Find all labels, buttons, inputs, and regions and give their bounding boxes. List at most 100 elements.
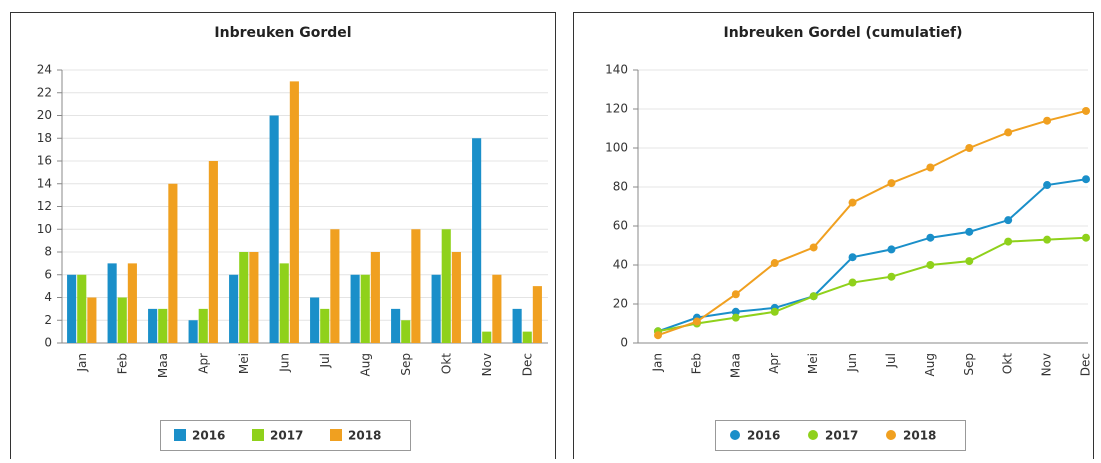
- x-tick-label: Dec: [520, 353, 534, 376]
- point: [809, 292, 818, 301]
- point: [770, 307, 779, 316]
- point: [965, 144, 974, 152]
- bar: [512, 308, 522, 343]
- bar: [431, 274, 441, 343]
- bar: [451, 252, 461, 343]
- bar: [117, 297, 127, 343]
- point: [1043, 181, 1052, 190]
- x-tick-label: Aug: [358, 353, 372, 376]
- point: [1004, 128, 1013, 137]
- y-tick-label: 20: [37, 108, 52, 122]
- x-tick-label: Jun: [277, 353, 291, 373]
- y-tick-label: 60: [613, 219, 628, 233]
- legend: [715, 420, 966, 451]
- point: [926, 261, 935, 269]
- y-tick-label: 22: [37, 85, 52, 99]
- legend-label: 2016: [747, 429, 780, 443]
- point: [1004, 237, 1013, 246]
- point: [926, 163, 935, 172]
- bar: [208, 161, 218, 343]
- legend-label: 2016: [192, 429, 225, 443]
- y-tick-label: 120: [605, 102, 628, 116]
- legend-label: 2018: [903, 429, 936, 443]
- bar: [127, 263, 137, 343]
- bar: [289, 81, 299, 343]
- x-tick-label: Okt: [439, 353, 453, 374]
- bar: [532, 286, 542, 343]
- y-tick-label: 12: [37, 199, 52, 213]
- bar: [158, 308, 168, 343]
- legend-swatch: [808, 430, 818, 440]
- y-tick-label: 14: [37, 176, 52, 190]
- bar: [198, 308, 208, 343]
- point: [654, 331, 662, 340]
- legend-swatch: [252, 429, 264, 441]
- x-tick-label: Sep: [399, 353, 413, 376]
- bar: [472, 138, 482, 343]
- y-tick-label: 140: [605, 63, 628, 77]
- point: [1004, 216, 1013, 225]
- x-tick-label: Jun: [845, 353, 859, 373]
- bar: [229, 274, 239, 343]
- bar: [350, 274, 360, 343]
- x-tick-label: Apr: [196, 353, 210, 374]
- line: [657, 236, 1087, 333]
- legend-swatch: [730, 430, 740, 440]
- bar: [188, 320, 198, 343]
- y-tick-label: 10: [37, 222, 52, 236]
- point: [1043, 235, 1052, 244]
- bar: [492, 274, 502, 343]
- chart-title: Inbreuken Gordel: [214, 25, 351, 41]
- x-tick-label: Maa: [156, 353, 170, 378]
- x-tick-label: Dec: [1079, 353, 1093, 376]
- bar: [391, 308, 401, 343]
- x-tick-label: Okt: [1001, 353, 1015, 374]
- x-tick-label: Feb: [115, 353, 129, 374]
- x-tick-label: Mei: [806, 353, 820, 374]
- y-tick-label: 0: [620, 336, 628, 350]
- point: [1082, 233, 1090, 242]
- x-tick-label: Maa: [728, 353, 742, 378]
- y-tick-label: 4: [44, 290, 52, 304]
- bar: [441, 229, 451, 343]
- bar: [107, 263, 117, 343]
- panel: [573, 12, 1094, 463]
- legend-label: 2017: [825, 429, 858, 443]
- bar: [67, 274, 77, 343]
- point: [887, 245, 896, 254]
- bar: [330, 229, 340, 343]
- chart-title: Inbreuken Gordel (cumulatief): [724, 25, 963, 41]
- y-tick-label: 40: [613, 258, 628, 272]
- panel: [10, 12, 556, 463]
- point: [887, 272, 896, 281]
- line: [657, 178, 1087, 333]
- bar: [249, 252, 259, 343]
- bar: [411, 229, 421, 343]
- y-tick-label: 16: [37, 154, 52, 168]
- bar: [370, 252, 380, 343]
- point: [848, 198, 857, 207]
- bar: [168, 183, 178, 343]
- point: [848, 278, 857, 287]
- legend-label: 2017: [270, 429, 303, 443]
- x-tick-label: Aug: [923, 353, 937, 376]
- point: [770, 259, 779, 268]
- x-tick-label: Nov: [480, 353, 494, 376]
- bar: [320, 308, 330, 343]
- bar: [269, 115, 279, 343]
- point: [731, 307, 740, 316]
- legend: [160, 420, 411, 451]
- x-tick-label: Jul: [318, 353, 332, 368]
- x-tick-label: Mei: [237, 353, 251, 374]
- y-tick-label: 6: [44, 267, 52, 281]
- bar: [148, 308, 158, 343]
- legend-swatch: [174, 429, 186, 441]
- y-tick-label: 8: [44, 245, 52, 259]
- bar: [279, 263, 289, 343]
- point: [692, 317, 701, 326]
- point: [731, 313, 740, 322]
- y-tick-label: 100: [605, 141, 628, 155]
- point: [1082, 175, 1090, 184]
- point: [731, 290, 740, 299]
